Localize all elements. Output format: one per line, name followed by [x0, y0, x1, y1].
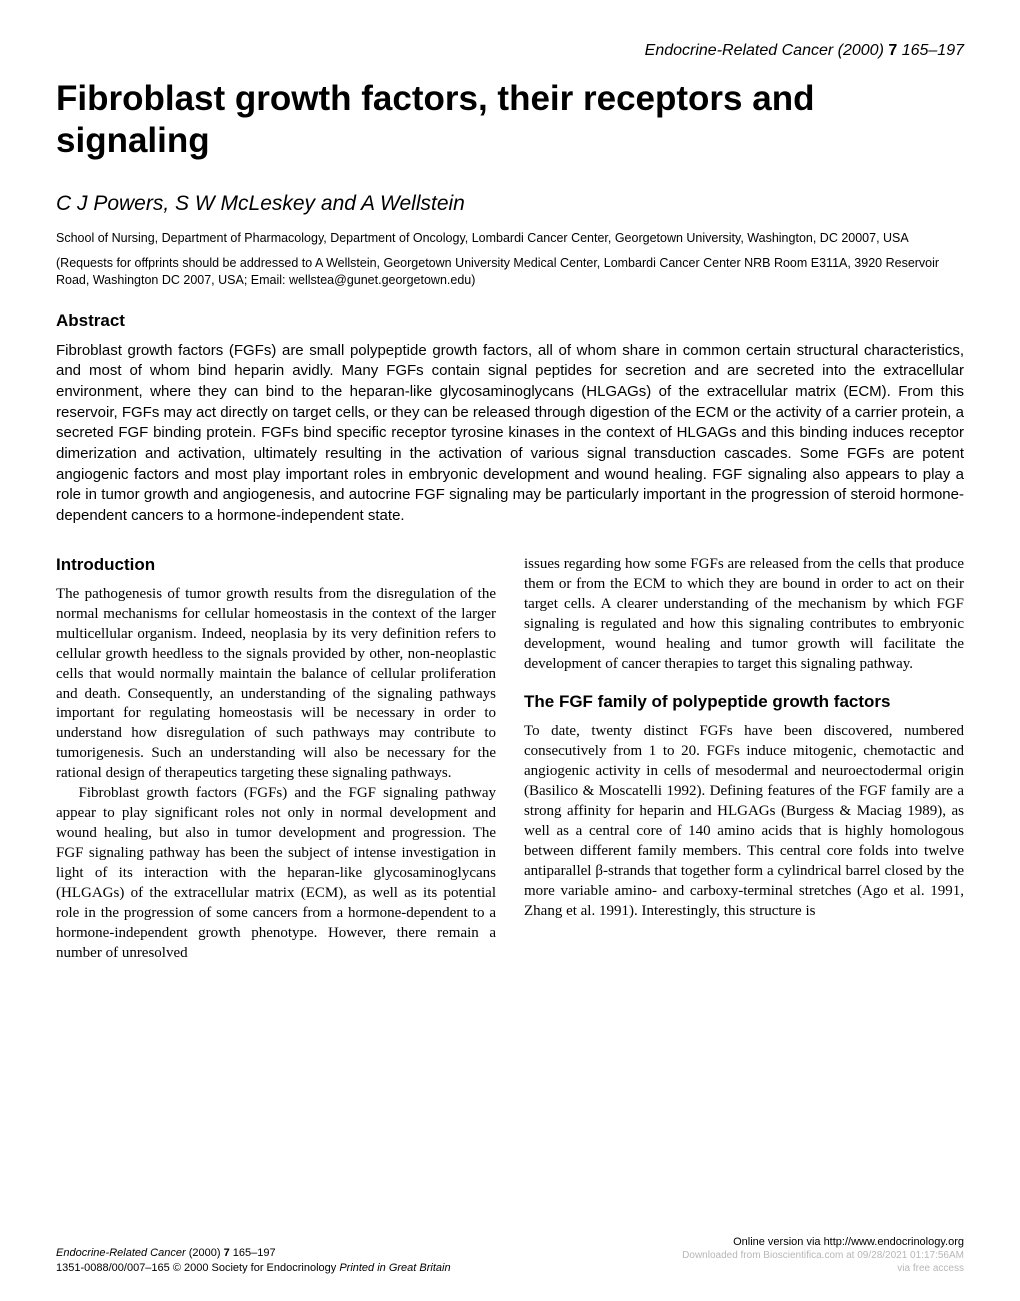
- intro-para-2-text: Fibroblast growth factors (FGFs) and the…: [56, 785, 496, 961]
- footer-access: via free access: [682, 1262, 964, 1275]
- footer-volume: 7: [224, 1247, 230, 1259]
- abstract-body: Fibroblast growth factors (FGFs) are sma…: [56, 341, 964, 527]
- journal-pages: 165–197: [902, 42, 964, 59]
- affiliation: School of Nursing, Department of Pharmac…: [56, 230, 964, 247]
- footer-journal: Endocrine-Related Cancer: [56, 1247, 186, 1259]
- footer-left: Endocrine-Related Cancer (2000) 7 165–19…: [56, 1246, 451, 1275]
- article-title: Fibroblast growth factors, their recepto…: [56, 78, 964, 162]
- author-line: C J Powers, S W McLeskey and A Wellstein: [56, 192, 964, 216]
- abstract-heading: Abstract: [56, 311, 964, 331]
- journal-volume: 7: [888, 42, 897, 59]
- footer-issn: 1351-0088/00/007–165 © 2000 Society for …: [56, 1262, 339, 1274]
- footer-pages: 165–197: [233, 1247, 276, 1259]
- body-columns: Introduction The pathogenesis of tumor g…: [56, 555, 964, 964]
- footer-year: (2000): [189, 1247, 221, 1259]
- footer-download: Downloaded from Bioscientifica.com at 09…: [682, 1249, 964, 1262]
- footer-printed: Printed in Great Britain: [339, 1262, 450, 1274]
- right-para-1: issues regarding how some FGFs are relea…: [524, 555, 964, 675]
- left-column: Introduction The pathogenesis of tumor g…: [56, 555, 496, 964]
- footer-online: Online version via http://www.endocrinol…: [682, 1235, 964, 1249]
- intro-para-2: Fibroblast growth factors (FGFs) and the…: [56, 784, 496, 963]
- introduction-heading: Introduction: [56, 555, 496, 575]
- correspondence: (Requests for offprints should be addres…: [56, 255, 964, 289]
- page-footer: Endocrine-Related Cancer (2000) 7 165–19…: [56, 1235, 964, 1275]
- footer-right: Online version via http://www.endocrinol…: [682, 1235, 964, 1275]
- journal-name: Endocrine-Related Cancer: [645, 42, 834, 59]
- family-para-1: To date, twenty distinct FGFs have been …: [524, 722, 964, 921]
- running-head: Endocrine-Related Cancer (2000) 7 165–19…: [56, 42, 964, 60]
- journal-year: (2000): [838, 42, 884, 59]
- fgf-family-heading: The FGF family of polypeptide growth fac…: [524, 692, 964, 712]
- right-column: issues regarding how some FGFs are relea…: [524, 555, 964, 964]
- intro-para-1: The pathogenesis of tumor growth results…: [56, 585, 496, 784]
